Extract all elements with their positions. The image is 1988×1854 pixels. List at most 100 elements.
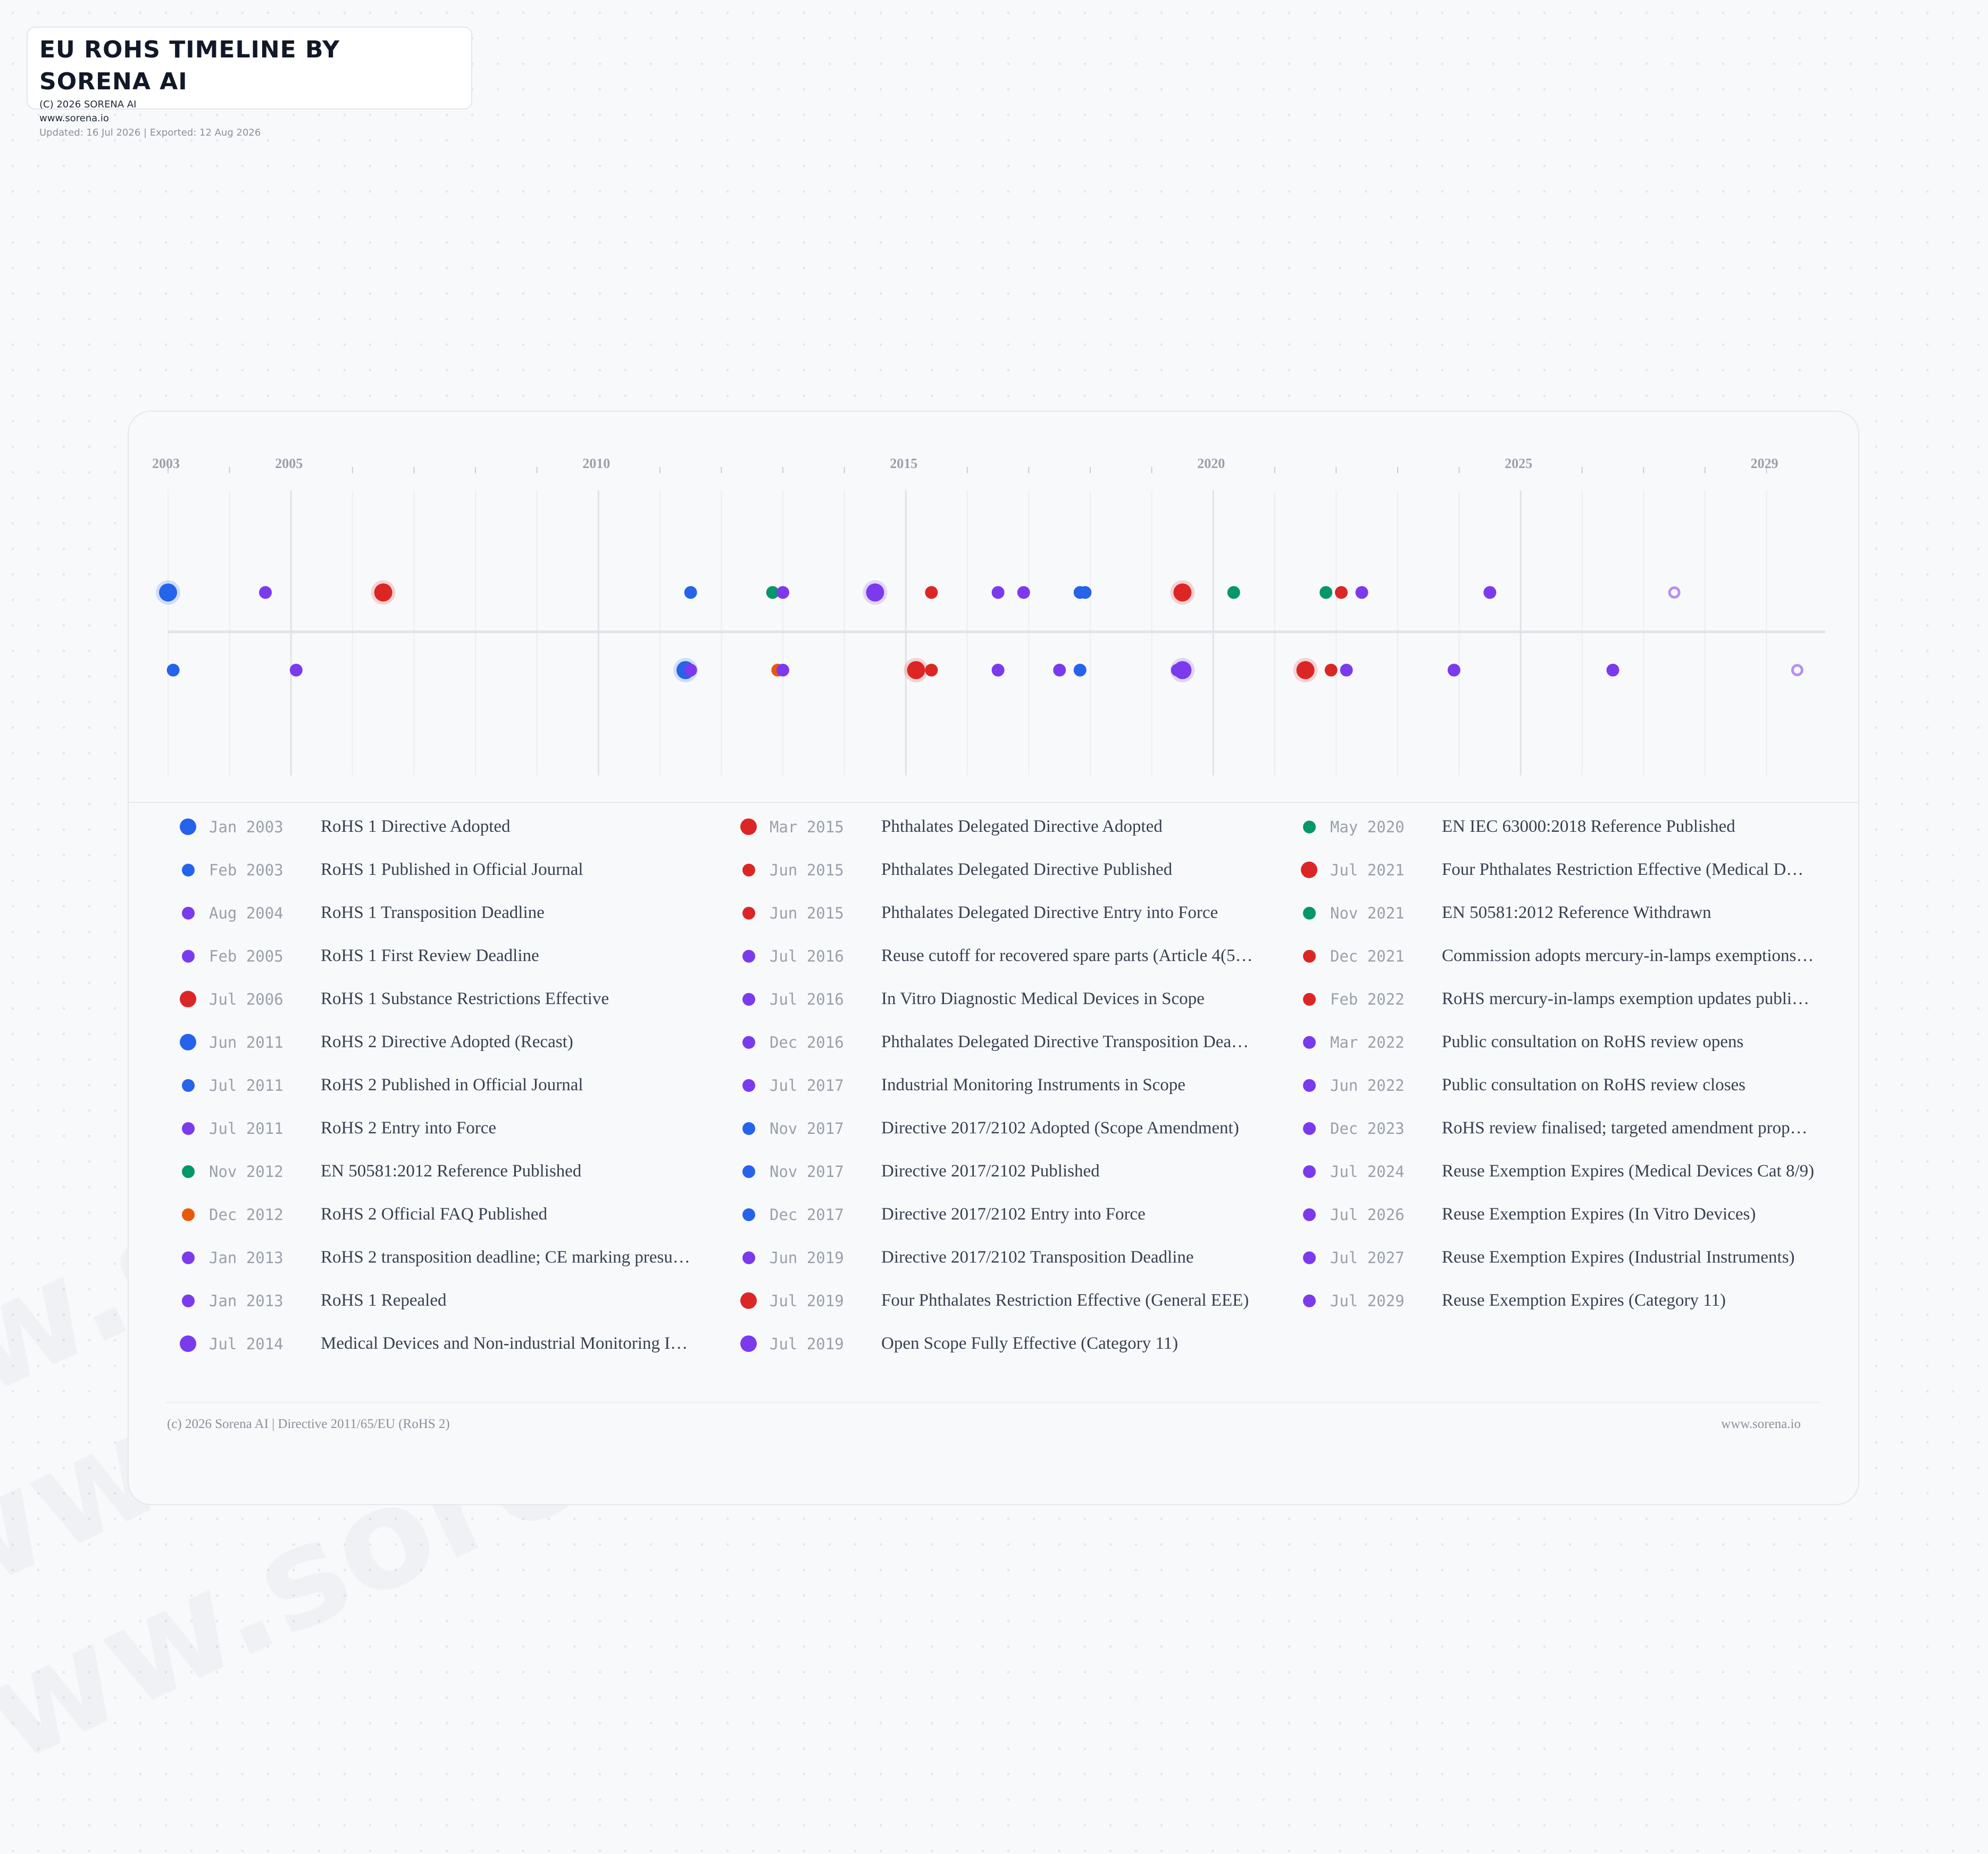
event-marker[interactable] — [1017, 586, 1030, 599]
legend-title: Reuse cutoff for recovered spare parts (… — [881, 946, 1253, 965]
legend-item[interactable]: Feb 2022 RoHS mercury-in-lamps exemption … — [1301, 978, 1809, 1021]
event-marker[interactable] — [991, 586, 1005, 599]
event-marker[interactable] — [925, 586, 938, 599]
legend-title: Phthalates Delegated Directive Published — [881, 860, 1173, 879]
event-marker[interactable] — [1483, 586, 1497, 599]
event-marker[interactable] — [1073, 664, 1087, 677]
event-marker[interactable] — [1447, 664, 1460, 677]
legend-dot — [182, 1122, 195, 1135]
legend-date: Jun 2015 — [770, 861, 844, 879]
legend-date: Jul 2019 — [770, 1291, 844, 1310]
legend-item[interactable]: Dec 2016 Phthalates Delegated Directive T… — [740, 1021, 1249, 1064]
event-marker[interactable] — [991, 664, 1005, 677]
legend-item[interactable]: Jul 2006 RoHS 1 Substance Restrictions Ef… — [180, 978, 609, 1021]
legend-item[interactable]: Jul 2017 Industrial Monitoring Instrument… — [740, 1064, 1185, 1107]
legend-item[interactable]: Jul 2029 Reuse Exemption Expires (Categor… — [1301, 1279, 1726, 1322]
event-marker[interactable] — [289, 664, 303, 677]
event-marker[interactable] — [1355, 586, 1368, 599]
legend-item[interactable]: Jan 2013 RoHS 2 transposition deadline; C… — [180, 1236, 690, 1279]
legend-item[interactable]: Jul 2016 Reuse cutoff for recovered spare… — [740, 934, 1253, 978]
event-marker[interactable] — [1791, 664, 1803, 677]
event-marker[interactable] — [1319, 586, 1333, 599]
legend-item[interactable]: Aug 2004 RoHS 1 Transposition Deadline — [180, 891, 545, 934]
legend-date: Jul 2029 — [1330, 1291, 1405, 1310]
legend-item[interactable]: Dec 2012 RoHS 2 Official FAQ Published — [180, 1193, 547, 1236]
event-marker[interactable] — [259, 586, 272, 599]
legend-dot — [1303, 1208, 1316, 1221]
legend-item[interactable]: Nov 2021 EN 50581:2012 Reference Withdraw… — [1301, 891, 1711, 934]
event-marker[interactable] — [684, 664, 697, 677]
event-marker[interactable] — [1079, 586, 1092, 599]
legend-title: RoHS 1 Repealed — [321, 1291, 447, 1310]
event-marker[interactable] — [925, 664, 938, 677]
event-marker[interactable] — [863, 580, 888, 605]
legend-item[interactable]: Jun 2011 RoHS 2 Directive Adopted (Recast… — [180, 1021, 573, 1064]
event-marker[interactable] — [371, 580, 396, 605]
legend-item[interactable]: Jul 2027 Reuse Exemption Expires (Industr… — [1301, 1236, 1795, 1279]
legend-date: Dec 2012 — [209, 1205, 283, 1224]
event-marker[interactable] — [156, 580, 180, 605]
legend-item[interactable]: Jun 2022 Public consultation on RoHS revi… — [1301, 1064, 1745, 1107]
event-marker[interactable] — [1170, 658, 1195, 682]
event-marker[interactable] — [1606, 664, 1619, 677]
event-marker[interactable] — [1170, 580, 1195, 605]
legend-item[interactable]: Feb 2003 RoHS 1 Published in Official Jou… — [180, 848, 583, 891]
footer-divider — [166, 1402, 1821, 1403]
event-marker[interactable] — [1668, 586, 1681, 599]
legend-item[interactable]: Jul 2026 Reuse Exemption Expires (In Vitr… — [1301, 1193, 1756, 1236]
legend-item[interactable]: Jul 2014 Medical Devices and Non-industri… — [180, 1322, 688, 1365]
legend-date: Jul 2024 — [1330, 1162, 1405, 1181]
legend-date: Jul 2014 — [209, 1334, 283, 1353]
legend-item[interactable]: Jul 2024 Reuse Exemption Expires (Medical… — [1301, 1150, 1814, 1193]
legend-title: RoHS 2 Published in Official Journal — [321, 1075, 583, 1095]
legend-item[interactable]: Jun 2015 Phthalates Delegated Directive P… — [740, 848, 1172, 891]
legend-dot — [742, 1165, 755, 1178]
legend-item[interactable]: Jul 2016 In Vitro Diagnostic Medical Devi… — [740, 978, 1205, 1021]
event-marker[interactable] — [776, 664, 789, 677]
legend-title: Phthalates Delegated Directive Adopted — [881, 817, 1163, 836]
event-marker[interactable] — [166, 664, 180, 677]
event-marker[interactable] — [684, 586, 697, 599]
legend-item[interactable]: Dec 2021 Commission adopts mercury-in-lam… — [1301, 934, 1814, 978]
legend-dot — [182, 1251, 195, 1264]
legend-item[interactable]: Jul 2019 Four Phthalates Restriction Effe… — [740, 1279, 1249, 1322]
legend-item[interactable]: Jun 2015 Phthalates Delegated Directive E… — [740, 891, 1218, 934]
legend-item[interactable]: Feb 2005 RoHS 1 First Review Deadline — [180, 934, 539, 978]
legend-item[interactable]: Dec 2023 RoHS review finalised; targeted … — [1301, 1107, 1808, 1150]
legend-item[interactable]: Mar 2015 Phthalates Delegated Directive A… — [740, 805, 1163, 848]
legend-item[interactable]: Nov 2012 EN 50581:2012 Reference Publishe… — [180, 1150, 581, 1193]
event-marker[interactable] — [1335, 586, 1348, 599]
legend-dot — [180, 1335, 196, 1352]
legend-item[interactable]: May 2020 EN IEC 63000:2018 Reference Publ… — [1301, 805, 1735, 848]
legend-item[interactable]: Jun 2019 Directive 2017/2102 Transpositio… — [740, 1236, 1194, 1279]
legend-item[interactable]: Mar 2022 Public consultation on RoHS revi… — [1301, 1021, 1743, 1064]
tick-label: 2003 — [152, 456, 180, 471]
legend-date: Jul 2017 — [770, 1076, 844, 1095]
legend-dot — [1303, 906, 1316, 920]
legend-dot — [742, 1208, 755, 1221]
legend-item[interactable]: Jul 2019 Open Scope Fully Effective (Cate… — [740, 1322, 1178, 1365]
event-marker[interactable] — [1227, 586, 1240, 599]
event-marker[interactable] — [1324, 664, 1338, 677]
legend-item[interactable]: Nov 2017 Directive 2017/2102 Published — [740, 1150, 1100, 1193]
legend-item[interactable]: Jul 2011 RoHS 2 Published in Official Jou… — [180, 1064, 583, 1107]
legend-item[interactable]: Nov 2017 Directive 2017/2102 Adopted (Sco… — [740, 1107, 1239, 1150]
legend-item[interactable]: Jan 2013 RoHS 1 Repealed — [180, 1279, 446, 1322]
event-marker[interactable] — [766, 586, 779, 599]
legend-title: Industrial Monitoring Instruments in Sco… — [881, 1075, 1185, 1095]
event-marker[interactable] — [1340, 664, 1353, 677]
legend-title: Commission adopts mercury-in-lamps exemp… — [1442, 946, 1814, 965]
legend-item[interactable]: Jul 2011 RoHS 2 Entry into Force — [180, 1107, 496, 1150]
event-marker[interactable] — [776, 586, 789, 599]
legend-item[interactable]: Jan 2003 RoHS 1 Directive Adopted — [180, 805, 511, 848]
event-marker[interactable] — [1293, 658, 1318, 682]
legend-date: Jul 2011 — [209, 1076, 283, 1095]
legend-title: Reuse Exemption Expires (In Vitro Device… — [1442, 1205, 1756, 1224]
legend-title: RoHS 1 Substance Restrictions Effective — [321, 989, 609, 1008]
event-marker[interactable] — [1053, 664, 1066, 677]
legend-item[interactable]: Jul 2021 Four Phthalates Restriction Effe… — [1301, 848, 1803, 891]
legend-dot — [1303, 992, 1316, 1006]
event-marker[interactable] — [904, 658, 929, 682]
legend-title: RoHS 1 Directive Adopted — [321, 817, 511, 836]
legend-item[interactable]: Dec 2017 Directive 2017/2102 Entry into F… — [740, 1193, 1146, 1236]
